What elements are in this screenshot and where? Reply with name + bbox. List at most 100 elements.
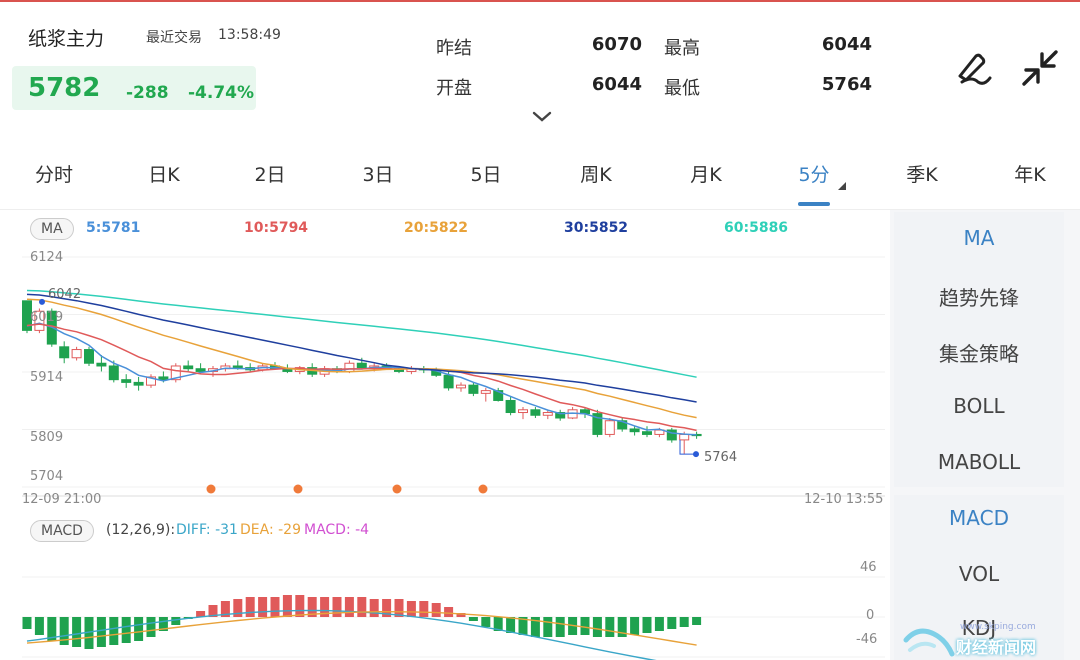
indicator-vol[interactable]: VOL [958,562,1000,586]
macd-histogram-bar [332,597,342,617]
macd-histogram-bar [307,597,317,617]
ma20-line [26,298,697,419]
low-marker-leader [679,439,696,455]
ma10-legend: 10:5794 [244,220,309,236]
macd-legend-value: MACD: -4 [304,522,370,538]
ma60-legend: 60:5886 [724,220,789,236]
candle-body [518,409,528,414]
tab-5day[interactable]: 5日 [470,164,502,186]
candle-body [96,362,107,367]
candle-body [505,399,516,414]
macd-y-tick: 0 [866,608,875,623]
macd-histogram-bar [679,617,689,627]
open-value: 6044 [591,74,642,95]
chevron-down-icon[interactable] [530,110,554,124]
macd-histogram-bar [208,605,218,617]
tab-intraday[interactable]: 分时 [34,164,73,186]
last-price: 5782 [28,73,101,103]
macd-histogram-bar [59,617,69,645]
indicator-macd[interactable]: MACD [949,506,1009,530]
macd-histogram-bar [158,617,168,631]
watermark-text: 财经新闻网 [956,638,1037,657]
candle-body [158,376,169,381]
macd-y-tick: 46 [860,560,877,575]
price-box: 5782 -288 -4.74% [12,66,256,110]
candle-body [356,362,367,369]
candle-body [468,384,479,394]
tab-5min[interactable]: 5分 [798,164,830,186]
active-tab-indicator [798,202,830,206]
macd-histogram-bar [394,599,404,617]
candle-body [121,379,132,383]
event-marker-dot [206,484,216,494]
macd-histogram-bar [642,617,652,633]
ma-legend: MA 5:5781 10:5794 20:5822 30:5852 60:588… [0,218,890,240]
macd-histogram-bar [96,617,106,647]
indicator-maboll[interactable]: MABOLL [937,450,1021,474]
indicator-trend-pioneer[interactable]: 趋势先锋 [939,286,1019,310]
event-marker-dot [392,484,402,494]
macd-histogram-bar [270,597,280,617]
last-trade-label: 最近交易 [146,30,202,46]
candle-body [146,376,156,386]
macd-histogram-bar [481,617,491,627]
macd-histogram-bar [592,617,602,637]
x-start-label: 12-09 21:00 [22,492,102,507]
prev-settle-label: 昨结 [436,38,472,59]
candle-body [629,428,640,433]
candle-body [493,390,504,401]
indicator-ma[interactable]: MA [963,226,995,250]
macd-histogram-bar [357,597,367,617]
tab-monthly[interactable]: 月K [690,164,722,186]
macd-indicator-chip[interactable]: MACD [30,520,94,542]
macd-histogram-bar [233,599,243,617]
y-tick-label: 6019 [30,310,64,325]
y-tick-label: 5914 [30,370,64,385]
indicator-kdj[interactable]: KDJ [961,616,997,640]
candle-body [170,365,181,381]
tab-weekly[interactable]: 周K [580,164,612,186]
candle-body [59,346,70,359]
indicator-panel: MA 趋势先锋 集金策略 BOLL MABOLL MACD VOL KDJ [890,210,1080,660]
top-accent-line [0,0,1080,2]
macd-histogram-bar [630,617,640,635]
ma-indicator-chip[interactable]: MA [30,218,74,240]
site-watermark: www.skping.com 财经新闻网 [900,620,1080,660]
macd-histogram-bar [220,601,230,617]
macd-histogram-bar [617,617,627,637]
collapse-icon[interactable] [1018,46,1062,90]
ma20-legend: 20:5822 [404,220,469,236]
indicator-fund-strategy[interactable]: 集金策略 [939,342,1019,366]
macd-histogram-bar [134,617,144,641]
draw-pen-icon[interactable] [952,46,996,90]
macd-histogram-bar [369,599,379,617]
macd-legend: MACD (12,26,9): DIFF: -31 DEA: -29 MACD:… [0,520,890,542]
candle-body [34,310,45,331]
main-indicator-group [894,212,1064,487]
macd-histogram-bar [444,607,454,617]
ma30-line [26,293,697,403]
candle-body [71,349,82,359]
indicator-boll[interactable]: BOLL [953,394,1005,418]
candle-body [642,431,652,435]
tab-yearly[interactable]: 年K [1014,164,1046,186]
tab-3day[interactable]: 3日 [362,164,394,186]
tab-2day[interactable]: 2日 [254,164,286,186]
tab-daily[interactable]: 日K [148,164,180,186]
period-tabs: 分时 日K 2日 3日 5日 周K 月K 5分 季K 年K [0,148,1080,210]
price-change: -288 [126,83,169,103]
tab-quarterly[interactable]: 季K [906,164,938,186]
macd-histogram-bar [431,603,441,617]
watermark-url: www.skping.com [960,622,1036,632]
candle-body [530,409,541,416]
candle-body [604,420,615,435]
high-value: 6044 [821,34,872,55]
tab-dropdown-caret-icon[interactable] [838,182,846,190]
candle-body [456,384,466,389]
macd-chart[interactable] [0,560,890,660]
macd-histogram-bar [171,617,181,625]
macd-params: (12,26,9): [106,522,176,538]
kline-chart[interactable] [0,240,890,540]
low-value: 5764 [821,74,872,95]
candle-body [344,362,355,372]
